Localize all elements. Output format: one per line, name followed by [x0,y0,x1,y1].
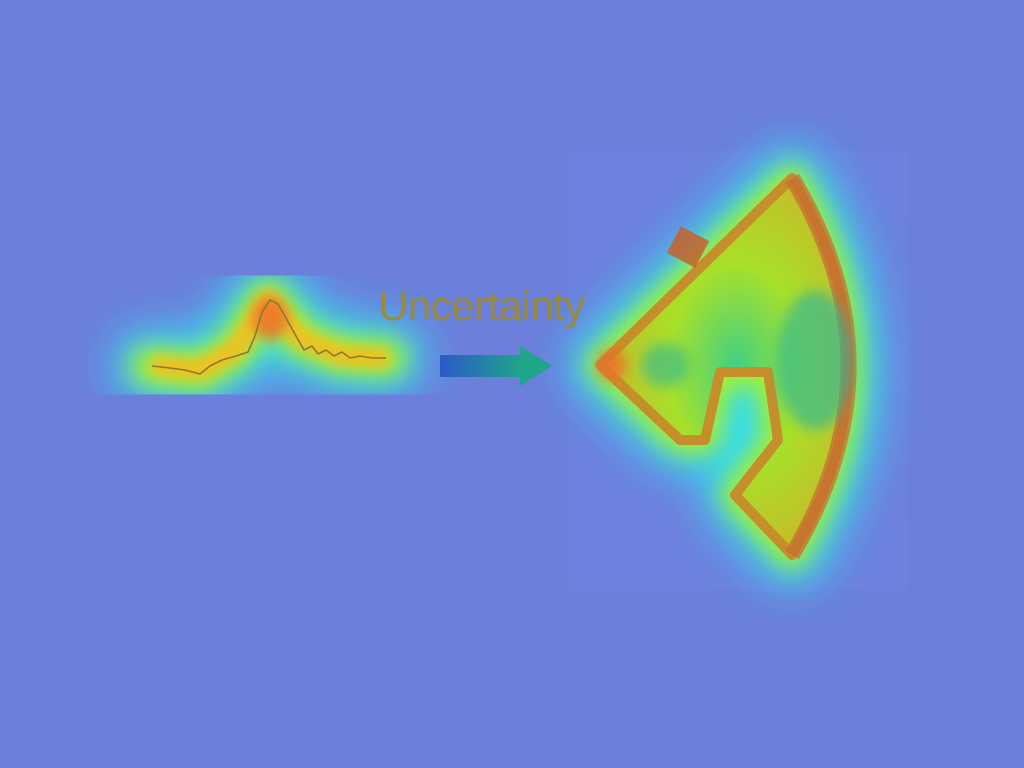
fan-sector-icon [595,173,857,560]
right-arrow-icon [440,346,552,386]
waveform-icon [151,299,386,375]
waveform-glow [115,263,423,407]
uncertainty-label: Uncertainty [378,282,585,329]
